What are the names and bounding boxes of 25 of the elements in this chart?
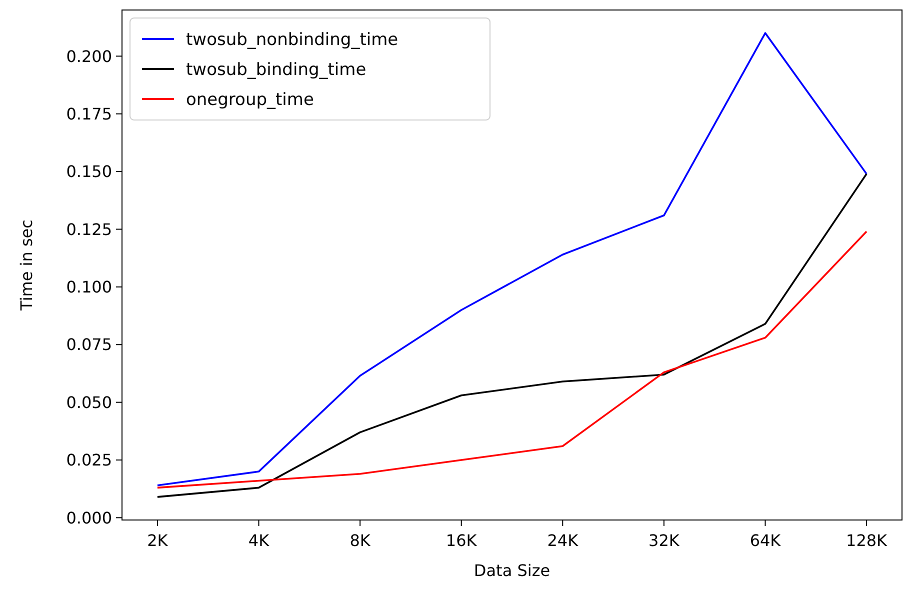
y-tick-label: 0.025: [66, 450, 112, 470]
y-tick-label: 0.100: [66, 278, 112, 297]
x-tick-label: 2K: [147, 531, 168, 550]
y-axis-title: Time in sec: [17, 220, 36, 312]
line-series: [156, 230, 868, 489]
y-tick-label: 0.175: [66, 104, 112, 124]
x-tick-label: 16K: [446, 531, 478, 550]
x-tick-label: 64K: [750, 531, 782, 550]
line-series: [156, 32, 868, 486]
x-tick-label: 8K: [350, 531, 371, 550]
x-tick-label: 4K: [248, 531, 270, 550]
y-tick-label: 0.000: [66, 508, 112, 528]
y-tick-label: 0.200: [66, 46, 112, 66]
legend-label: onegroup_time: [186, 90, 314, 110]
x-tick-label: 24K: [547, 531, 579, 550]
x-tick-label: 32K: [648, 531, 680, 550]
legend-label: twosub_binding_time: [186, 60, 366, 80]
y-tick-label: 0.050: [66, 392, 112, 412]
y-tick-label: 0.075: [66, 335, 112, 354]
x-tick-label: 128K: [846, 531, 888, 550]
y-tick-label: 0.150: [66, 162, 112, 182]
legend-label: twosub_nonbinding_time: [186, 30, 398, 50]
y-tick-label: 0.125: [66, 220, 112, 239]
x-axis-title: Data Size: [474, 561, 550, 580]
line-series: [156, 172, 868, 498]
